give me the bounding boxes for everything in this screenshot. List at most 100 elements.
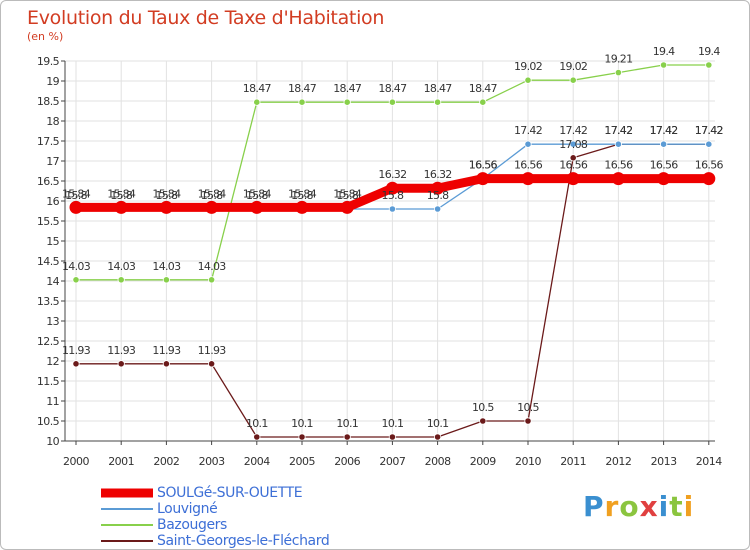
x-tick-label: 2012 <box>605 455 631 468</box>
data-label: 17.42 <box>604 124 632 137</box>
proxiti-logo: Proxiti <box>583 490 694 523</box>
data-point <box>705 61 713 69</box>
data-label: 18.47 <box>469 82 498 95</box>
x-tick-label: 2014 <box>696 455 722 468</box>
y-tick-label: 17.5 <box>37 135 60 148</box>
data-point <box>569 154 577 162</box>
data-point <box>117 360 125 368</box>
data-label: 10.5 <box>472 401 494 414</box>
data-label: 16.56 <box>559 159 588 172</box>
data-point <box>388 433 396 441</box>
data-label: 11.93 <box>62 344 91 357</box>
data-label: 16.56 <box>469 159 498 172</box>
data-label: 17.42 <box>650 124 678 137</box>
y-tick-label: 18 <box>46 115 59 128</box>
data-label: 16.56 <box>514 159 543 172</box>
x-tick-label: 2013 <box>651 455 677 468</box>
y-tick-label: 11 <box>46 395 59 408</box>
data-label: 15.8 <box>110 189 132 202</box>
data-label: 18.47 <box>424 82 453 95</box>
y-tick-label: 13.5 <box>37 295 60 308</box>
data-label: 19.21 <box>604 53 632 66</box>
data-point <box>69 200 83 214</box>
data-label: 16.56 <box>469 159 498 172</box>
y-tick-label: 15.5 <box>37 215 60 228</box>
legend-item-soulge[interactable]: SOULGé-SUR-OUETTE <box>101 485 329 501</box>
data-point <box>205 200 219 214</box>
data-point <box>524 140 532 148</box>
x-tick-label: 2006 <box>334 455 360 468</box>
data-label: 15.8 <box>427 189 449 202</box>
data-label: 18.47 <box>378 82 407 95</box>
data-point <box>524 76 532 84</box>
legend-label-bazougers: Bazougers <box>157 517 227 533</box>
data-point <box>569 76 577 84</box>
data-label: 18.47 <box>333 82 362 95</box>
y-tick-label: 19.5 <box>37 55 60 68</box>
data-point <box>114 200 128 214</box>
data-label: 17.42 <box>514 124 542 137</box>
x-tick-label: 2007 <box>379 455 405 468</box>
y-tick-label: 18.5 <box>37 95 60 108</box>
data-point <box>705 140 713 148</box>
data-label: 15.84 <box>288 187 317 200</box>
x-tick-label: 2009 <box>470 455 496 468</box>
data-point <box>208 276 216 284</box>
data-point <box>659 61 668 69</box>
legend-item-louvigne[interactable]: Louvigné <box>101 501 329 517</box>
logo-letter: P <box>583 490 605 523</box>
y-tick-label: 10 <box>46 435 59 448</box>
data-label: 15.8 <box>336 189 358 202</box>
data-point <box>250 200 264 214</box>
data-point <box>479 98 487 106</box>
data-point <box>657 172 671 186</box>
y-tick-label: 12 <box>46 355 59 368</box>
y-tick-label: 16 <box>46 195 59 208</box>
data-label: 15.84 <box>62 187 91 200</box>
data-point <box>479 417 487 425</box>
data-label: 16.56 <box>695 159 724 172</box>
data-label: 17.42 <box>650 124 678 137</box>
y-tick-label: 14.5 <box>37 255 60 268</box>
y-tick-label: 15 <box>46 235 59 248</box>
legend-item-saint-georges[interactable]: Saint-Georges-le-Fléchard <box>101 533 330 549</box>
x-tick-label: 2000 <box>63 455 89 468</box>
data-point <box>614 140 623 148</box>
x-tick-label: 2001 <box>108 455 134 468</box>
data-point <box>159 200 173 214</box>
data-point <box>343 433 351 441</box>
data-point <box>433 205 442 213</box>
y-tick-label: 14 <box>46 275 59 288</box>
x-tick-label: 2003 <box>199 455 225 468</box>
data-label: 14.03 <box>152 260 181 273</box>
chart-title: Evolution du Taux de Taxe d'Habitation <box>27 7 385 29</box>
legend-item-bazougers[interactable]: Bazougers <box>101 517 329 533</box>
data-label: 15.8 <box>291 189 313 202</box>
data-point <box>614 69 623 77</box>
data-point <box>702 172 716 186</box>
y-axis-unit: (en %) <box>27 30 64 43</box>
logo-letter: o <box>619 490 640 523</box>
data-label: 15.84 <box>152 187 181 200</box>
data-label: 17.42 <box>695 124 723 137</box>
data-label: 15.8 <box>382 189 404 202</box>
data-label: 11.93 <box>198 344 227 357</box>
logo-letter: x <box>639 490 659 523</box>
legend-swatch-louvigne <box>101 508 153 510</box>
data-point <box>162 360 170 368</box>
data-point <box>433 98 442 106</box>
data-point <box>431 181 445 195</box>
data-label: 17.42 <box>695 124 723 137</box>
data-label: 11.93 <box>107 344 136 357</box>
data-label: 10.1 <box>427 417 449 430</box>
data-label: 15.84 <box>333 187 362 200</box>
data-label: 15.8 <box>201 189 223 202</box>
data-point <box>298 433 306 441</box>
data-label: 15.8 <box>156 189 178 202</box>
legend-swatch-saint-georges <box>101 540 153 542</box>
data-label: 10.5 <box>517 401 539 414</box>
legend-label-saint-georges: Saint-Georges-le-Fléchard <box>157 533 330 549</box>
x-tick-label: 2004 <box>244 455 270 468</box>
